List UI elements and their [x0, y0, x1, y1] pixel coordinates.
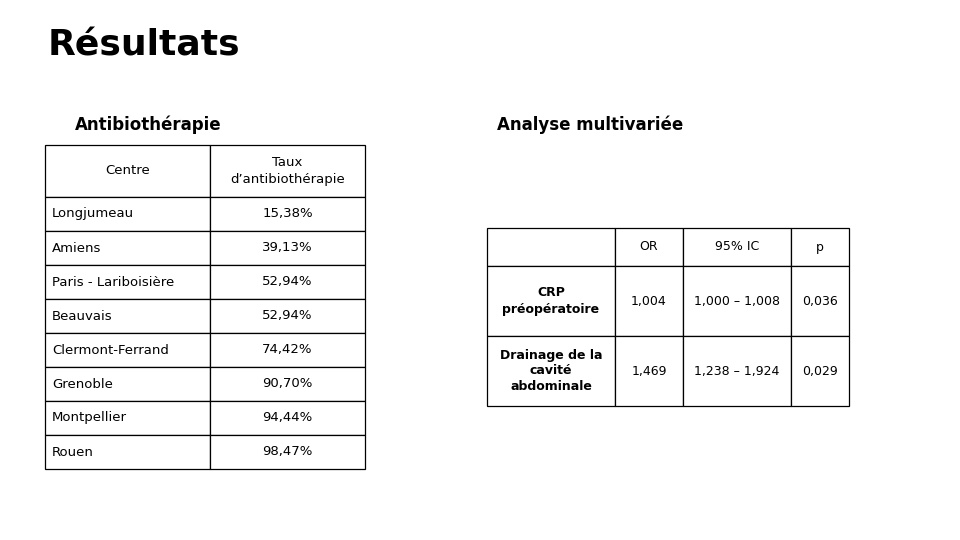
Text: CRP
préopératoire: CRP préopératoire — [502, 287, 600, 315]
Text: 52,94%: 52,94% — [262, 309, 313, 322]
Bar — [45, 435, 210, 469]
Bar — [45, 197, 210, 231]
Text: Centre: Centre — [106, 165, 150, 178]
Text: 39,13%: 39,13% — [262, 241, 313, 254]
Bar — [210, 197, 365, 231]
Bar — [45, 401, 210, 435]
Bar — [791, 228, 849, 266]
Text: 15,38%: 15,38% — [262, 207, 313, 220]
Bar — [615, 266, 683, 336]
Text: 1,469: 1,469 — [632, 364, 667, 377]
Bar — [210, 333, 365, 367]
Text: 1,000 – 1,008: 1,000 – 1,008 — [694, 294, 780, 307]
Text: Drainage de la
cavité
abdominale: Drainage de la cavité abdominale — [500, 348, 602, 394]
Text: Amiens: Amiens — [52, 241, 102, 254]
Bar — [210, 145, 365, 197]
Text: OR: OR — [639, 240, 659, 253]
Text: 94,44%: 94,44% — [262, 411, 313, 424]
Text: Taux
d’antibiothérapie: Taux d’antibiothérapie — [230, 157, 345, 186]
Bar — [45, 333, 210, 367]
Bar — [45, 231, 210, 265]
Bar — [210, 299, 365, 333]
Bar — [487, 266, 615, 336]
Text: 98,47%: 98,47% — [262, 446, 313, 458]
Bar — [683, 266, 791, 336]
Bar — [683, 228, 791, 266]
Text: Résultats: Résultats — [48, 28, 241, 62]
Bar — [210, 367, 365, 401]
Text: 95% IC: 95% IC — [715, 240, 759, 253]
Text: p: p — [816, 240, 824, 253]
Bar — [210, 231, 365, 265]
Bar — [210, 435, 365, 469]
Bar — [683, 336, 791, 406]
Bar — [615, 228, 683, 266]
Bar — [210, 265, 365, 299]
Text: 0,036: 0,036 — [803, 294, 838, 307]
Bar — [45, 265, 210, 299]
Bar — [210, 401, 365, 435]
Text: Beauvais: Beauvais — [52, 309, 112, 322]
Text: 74,42%: 74,42% — [262, 343, 313, 356]
Bar — [45, 367, 210, 401]
Bar — [45, 299, 210, 333]
Text: 52,94%: 52,94% — [262, 275, 313, 288]
Bar — [45, 145, 210, 197]
Text: Paris - Lariboisière: Paris - Lariboisière — [52, 275, 175, 288]
Text: 1,004: 1,004 — [631, 294, 667, 307]
Text: Clermont-Ferrand: Clermont-Ferrand — [52, 343, 169, 356]
Text: 90,70%: 90,70% — [262, 377, 313, 390]
Text: Rouen: Rouen — [52, 446, 94, 458]
Bar — [615, 336, 683, 406]
Text: Montpellier: Montpellier — [52, 411, 127, 424]
Text: Analyse multivariée: Analyse multivariée — [497, 115, 684, 133]
Bar — [487, 228, 615, 266]
Text: 1,238 – 1,924: 1,238 – 1,924 — [694, 364, 780, 377]
Bar — [791, 336, 849, 406]
Text: Antibiothérapie: Antibiothérapie — [75, 115, 222, 133]
Text: Grenoble: Grenoble — [52, 377, 113, 390]
Text: Longjumeau: Longjumeau — [52, 207, 134, 220]
Bar — [791, 266, 849, 336]
Text: 0,029: 0,029 — [803, 364, 838, 377]
Bar — [487, 336, 615, 406]
